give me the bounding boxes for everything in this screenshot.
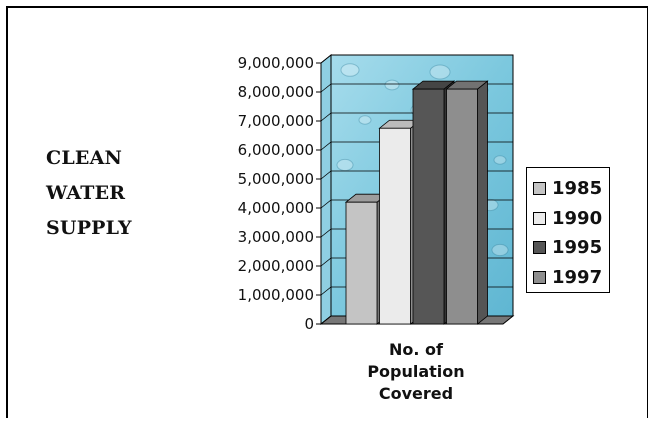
bars — [344, 80, 489, 325]
legend-item-1997: 1997 — [533, 263, 609, 293]
side-title-line: SUPPLY — [46, 217, 132, 239]
bar-1997 — [445, 80, 489, 325]
gridline — [320, 54, 513, 64]
category-axis-label: No. of Population Covered — [360, 339, 472, 405]
legend-label: 1997 — [552, 266, 603, 288]
bar-front — [379, 127, 411, 325]
legend-item-1990: 1990 — [533, 204, 609, 234]
legend-swatch — [533, 270, 546, 284]
legend-swatch — [533, 241, 546, 255]
water-bubble — [429, 64, 451, 80]
water-bubble — [336, 158, 354, 172]
y-tick-label: 8,000,000 — [238, 83, 314, 101]
y-tick-label: 3,000,000 — [238, 228, 314, 246]
water-bubble — [384, 79, 400, 91]
legend-swatch — [533, 182, 546, 196]
y-tick-label: 6,000,000 — [238, 141, 314, 159]
y-tick-label: 7,000,000 — [238, 112, 314, 130]
water-bubble — [358, 115, 372, 125]
legend: 1985 1990 1995 1997 — [526, 167, 610, 293]
legend-label: 1990 — [552, 207, 603, 229]
frame-left-border — [6, 6, 8, 418]
legend-swatch — [533, 211, 546, 225]
legend-item-1985: 1985 — [533, 174, 609, 204]
y-tick-label: 1,000,000 — [238, 286, 314, 304]
legend-label: 1995 — [552, 237, 603, 259]
legend-label: 1985 — [552, 178, 603, 200]
y-tick-label: 5,000,000 — [238, 170, 314, 188]
water-bubble — [493, 155, 507, 165]
side-wall — [320, 53, 332, 326]
side-title-line: CLEAN — [46, 147, 123, 169]
y-tick-label: 4,000,000 — [238, 199, 314, 217]
side-title: CLEAN WATER SUPPLY — [46, 141, 166, 246]
y-tick-label: 2,000,000 — [238, 257, 314, 275]
legend-item-1995: 1995 — [533, 233, 609, 263]
water-bubble — [340, 63, 360, 77]
category-label-line: Population — [367, 362, 465, 381]
category-label-line: No. of — [389, 340, 443, 359]
bar-front — [345, 201, 378, 325]
y-tick-label: 9,000,000 — [238, 54, 314, 72]
slide-frame — [6, 6, 648, 418]
side-title-line: WATER — [46, 182, 126, 204]
y-tick-label: 0 — [304, 315, 314, 333]
bar-front — [446, 88, 478, 325]
water-bubble — [491, 243, 509, 257]
category-label-line: Covered — [378, 384, 454, 403]
frame-right-border — [646, 6, 648, 418]
bar-side — [477, 80, 488, 325]
frame-top-border — [6, 6, 648, 8]
value-axis: 0 1,000,000 2,000,000 3,000,000 4,000,000 5,0… — [238, 54, 322, 333]
bar-front — [412, 88, 445, 325]
